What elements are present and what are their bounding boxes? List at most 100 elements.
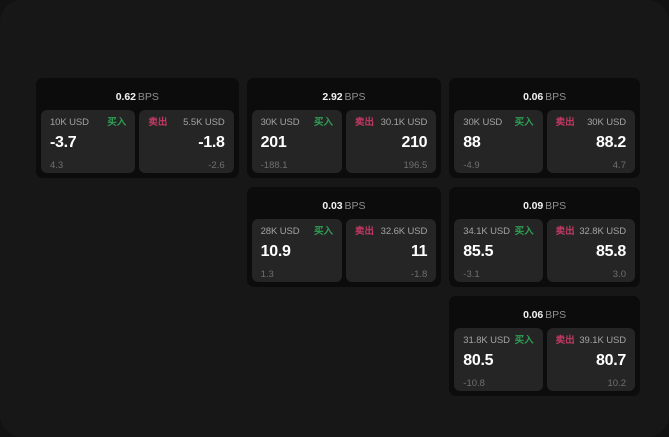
spread-unit: BPS — [545, 200, 567, 212]
card-header: 0.06 BPS — [454, 301, 635, 328]
buy-delta: -3.1 — [463, 268, 480, 280]
sell-side-tag: 卖出 — [354, 117, 374, 128]
buy-side-tag: 买入 — [313, 226, 333, 237]
sell-panel[interactable]: 卖出 30K USD 88.2 4.7 — [546, 110, 635, 173]
buy-delta: 1.3 — [260, 268, 274, 280]
sell-price: 85.8 — [596, 242, 626, 260]
sell-price: 210 — [401, 133, 428, 151]
sell-price: -1.8 — [198, 133, 225, 151]
sell-side-tag: 卖出 — [555, 117, 575, 128]
spread-unit: BPS — [344, 91, 366, 103]
card-panels: 30K USD 买入 201 -188.1 卖出 30.1K USD 210 1… — [251, 110, 437, 173]
sell-delta: 10.2 — [607, 377, 626, 389]
buy-panel-header: 30K USD 买入 — [463, 118, 533, 128]
quote-card[interactable]: 2.92 BPS 30K USD 买入 201 -188.1 卖出 — [246, 78, 442, 178]
buy-panel[interactable]: 10K USD 买入 -3.7 4.3 — [41, 110, 136, 173]
quote-column-1: 0.62 BPS 10K USD 买入 -3.7 4.3 卖出 — [36, 78, 239, 178]
buy-panel[interactable]: 31.8K USD 买入 80.5 -10.8 — [454, 328, 543, 391]
sell-panel[interactable]: 卖出 5.5K USD -1.8 -2.6 — [139, 110, 234, 173]
sell-delta: 4.7 — [612, 159, 626, 171]
quote-card[interactable]: 0.62 BPS 10K USD 买入 -3.7 4.3 卖出 — [36, 78, 239, 178]
card-panels: 34.1K USD 买入 85.5 -3.1 卖出 32.8K USD 85.8… — [454, 219, 635, 282]
quote-column-3: 0.06 BPS 30K USD 买入 88 -4.9 卖出 — [449, 78, 640, 396]
quote-card-board: 0.62 BPS 10K USD 买入 -3.7 4.3 卖出 — [36, 78, 640, 396]
quote-card[interactable]: 0.03 BPS 28K USD 买入 10.9 1.3 卖出 — [246, 187, 442, 287]
sell-panel-header: 卖出 5.5K USD — [148, 118, 224, 128]
quote-card[interactable]: 0.06 BPS 30K USD 买入 88 -4.9 卖出 — [449, 78, 640, 178]
sell-panel[interactable]: 卖出 32.6K USD 11 -1.8 — [345, 219, 437, 282]
sell-size-label: 32.8K USD — [579, 226, 626, 237]
sell-panel[interactable]: 卖出 39.1K USD 80.7 10.2 — [546, 328, 635, 391]
buy-side-tag: 买入 — [514, 117, 534, 128]
sell-size-label: 30.1K USD — [380, 117, 428, 128]
spread-unit: BPS — [545, 91, 567, 103]
sell-side-tag: 卖出 — [555, 335, 575, 346]
card-panels: 10K USD 买入 -3.7 4.3 卖出 5.5K USD -1.8 -2.… — [41, 110, 234, 173]
spread-value: 0.03 — [322, 200, 343, 212]
buy-size-label: 31.8K USD — [463, 335, 510, 346]
buy-delta: 4.3 — [50, 159, 64, 171]
sell-size-label: 32.6K USD — [380, 226, 428, 237]
spread-value: 0.09 — [523, 200, 544, 212]
spread-value: 0.06 — [523, 91, 544, 103]
sell-price: 11 — [410, 242, 428, 260]
card-panels: 30K USD 买入 88 -4.9 卖出 30K USD 88.2 4.7 — [454, 110, 635, 173]
sell-side-tag: 卖出 — [555, 226, 575, 237]
card-header: 0.03 BPS — [252, 192, 437, 219]
sell-size-label: 39.1K USD — [579, 335, 626, 346]
sell-delta: -2.6 — [208, 159, 225, 171]
quote-column-2: 2.92 BPS 30K USD 买入 201 -188.1 卖出 — [246, 78, 442, 287]
buy-panel-header: 30K USD 买入 — [261, 118, 333, 128]
buy-price: 201 — [260, 133, 287, 151]
sell-panel[interactable]: 卖出 32.8K USD 85.8 3.0 — [546, 219, 635, 282]
sell-panel-header: 卖出 32.8K USD — [556, 227, 626, 237]
buy-size-label: 10K USD — [50, 117, 89, 128]
buy-price: -3.7 — [50, 133, 77, 151]
buy-price: 88 — [463, 133, 481, 151]
buy-price: 85.5 — [463, 242, 494, 260]
card-panels: 31.8K USD 买入 80.5 -10.8 卖出 39.1K USD 80.… — [454, 328, 635, 391]
quote-card[interactable]: 0.06 BPS 31.8K USD 买入 80.5 -10.8 卖出 — [449, 296, 640, 396]
sell-panel[interactable]: 卖出 30.1K USD 210 196.5 — [345, 110, 437, 173]
buy-side-tag: 买入 — [514, 226, 534, 237]
spread-value: 0.62 — [115, 91, 136, 103]
buy-price: 80.5 — [463, 351, 494, 369]
spread-value: 0.06 — [523, 309, 544, 321]
sell-panel-header: 卖出 39.1K USD — [556, 336, 626, 346]
sell-delta: -1.8 — [410, 268, 428, 280]
buy-side-tag: 买入 — [514, 335, 534, 346]
buy-delta: -10.8 — [463, 377, 485, 389]
sell-delta: 196.5 — [403, 159, 428, 171]
buy-panel[interactable]: 30K USD 买入 201 -188.1 — [251, 110, 342, 173]
sell-side-tag: 卖出 — [148, 117, 168, 128]
buy-size-label: 34.1K USD — [463, 226, 510, 237]
buy-panel[interactable]: 28K USD 买入 10.9 1.3 — [251, 219, 342, 282]
card-header: 0.09 BPS — [454, 192, 635, 219]
buy-size-label: 30K USD — [463, 117, 503, 128]
sell-panel-header: 卖出 30K USD — [556, 118, 626, 128]
sell-size-label: 5.5K USD — [183, 117, 225, 128]
buy-panel[interactable]: 30K USD 买入 88 -4.9 — [454, 110, 543, 173]
buy-size-label: 30K USD — [260, 117, 300, 128]
sell-panel-header: 卖出 32.6K USD — [355, 227, 427, 237]
buy-price: 10.9 — [260, 242, 291, 260]
card-header: 0.06 BPS — [454, 83, 635, 110]
spread-unit: BPS — [545, 309, 567, 321]
quote-card[interactable]: 0.09 BPS 34.1K USD 买入 85.5 -3.1 卖出 — [449, 187, 640, 287]
buy-panel[interactable]: 34.1K USD 买入 85.5 -3.1 — [454, 219, 543, 282]
buy-panel-header: 31.8K USD 买入 — [463, 336, 533, 346]
spread-unit: BPS — [344, 200, 366, 212]
card-panels: 28K USD 买入 10.9 1.3 卖出 32.6K USD 11 -1.8 — [251, 219, 437, 282]
buy-delta: -188.1 — [260, 159, 288, 171]
buy-side-tag: 买入 — [313, 117, 333, 128]
buy-panel-header: 34.1K USD 买入 — [463, 227, 533, 237]
buy-panel-header: 28K USD 买入 — [261, 227, 333, 237]
spread-value: 2.92 — [322, 91, 343, 103]
sell-delta: 3.0 — [612, 268, 626, 280]
buy-delta: -4.9 — [463, 159, 480, 171]
buy-side-tag: 买入 — [107, 117, 127, 128]
sell-panel-header: 卖出 30.1K USD — [355, 118, 427, 128]
buy-size-label: 28K USD — [260, 226, 300, 237]
sell-side-tag: 卖出 — [354, 226, 374, 237]
